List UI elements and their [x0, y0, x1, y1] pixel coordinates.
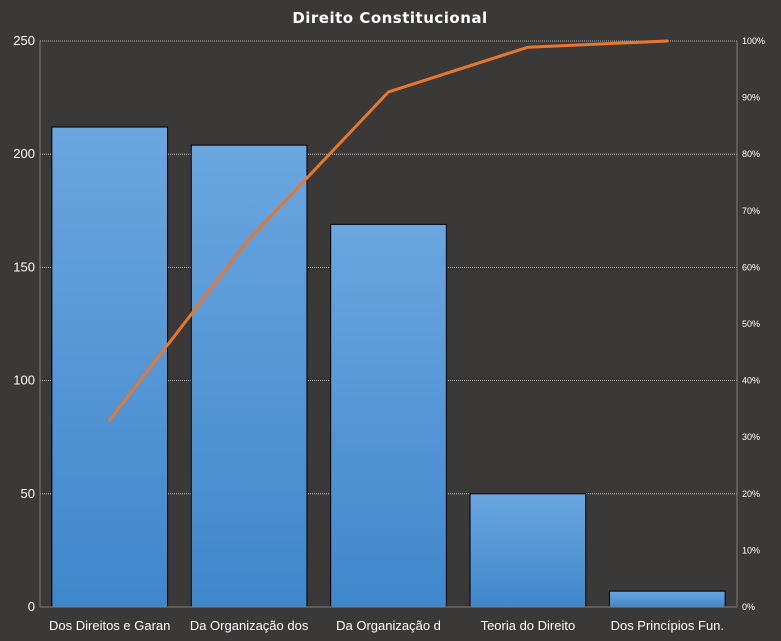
cumulative-line	[108, 39, 669, 422]
bar	[190, 144, 308, 608]
x-tick-label: Da Organização d	[336, 618, 441, 633]
y2-tick-label: 0%	[742, 602, 755, 612]
y-tick-label: 50	[21, 486, 35, 501]
y2-tick-label: 60%	[742, 262, 760, 272]
chart-title: Direito Constitucional	[292, 9, 487, 27]
x-tick-label: Teoria do Direito	[481, 618, 576, 633]
cumulative-line-layer	[108, 39, 669, 422]
y-tick-label: 0	[28, 599, 35, 614]
y-tick-label: 200	[13, 146, 35, 161]
y2-tick-label: 90%	[742, 93, 760, 103]
y2-tick-label: 30%	[742, 432, 760, 442]
axis-layer: 0 50 100 150 200 250 0% 10% 20% 30% 40% 50% 60% 70% 80…	[13, 33, 765, 633]
bar	[608, 590, 726, 608]
y2-tick-label: 100%	[742, 36, 765, 46]
y2-tick-label: 40%	[742, 376, 760, 386]
y-tick-label: 100	[13, 373, 35, 388]
y2-tick-label: 80%	[742, 149, 760, 159]
bars-layer	[51, 126, 726, 608]
y2-tick-label: 20%	[742, 489, 760, 499]
bar	[469, 493, 587, 608]
y2-tick-label: 70%	[742, 206, 760, 216]
x-tick-label: Da Organização dos	[190, 618, 309, 633]
y2-tick-label: 10%	[742, 545, 760, 555]
x-tick-label: Dos Direitos e Garan	[49, 618, 170, 633]
bar	[51, 126, 169, 608]
bar	[330, 223, 447, 608]
y2-tick-label: 50%	[742, 319, 760, 329]
x-tick-label: Dos Princípios Fun.	[611, 618, 724, 633]
y-tick-label: 150	[13, 259, 35, 274]
y-tick-label: 250	[13, 33, 35, 48]
